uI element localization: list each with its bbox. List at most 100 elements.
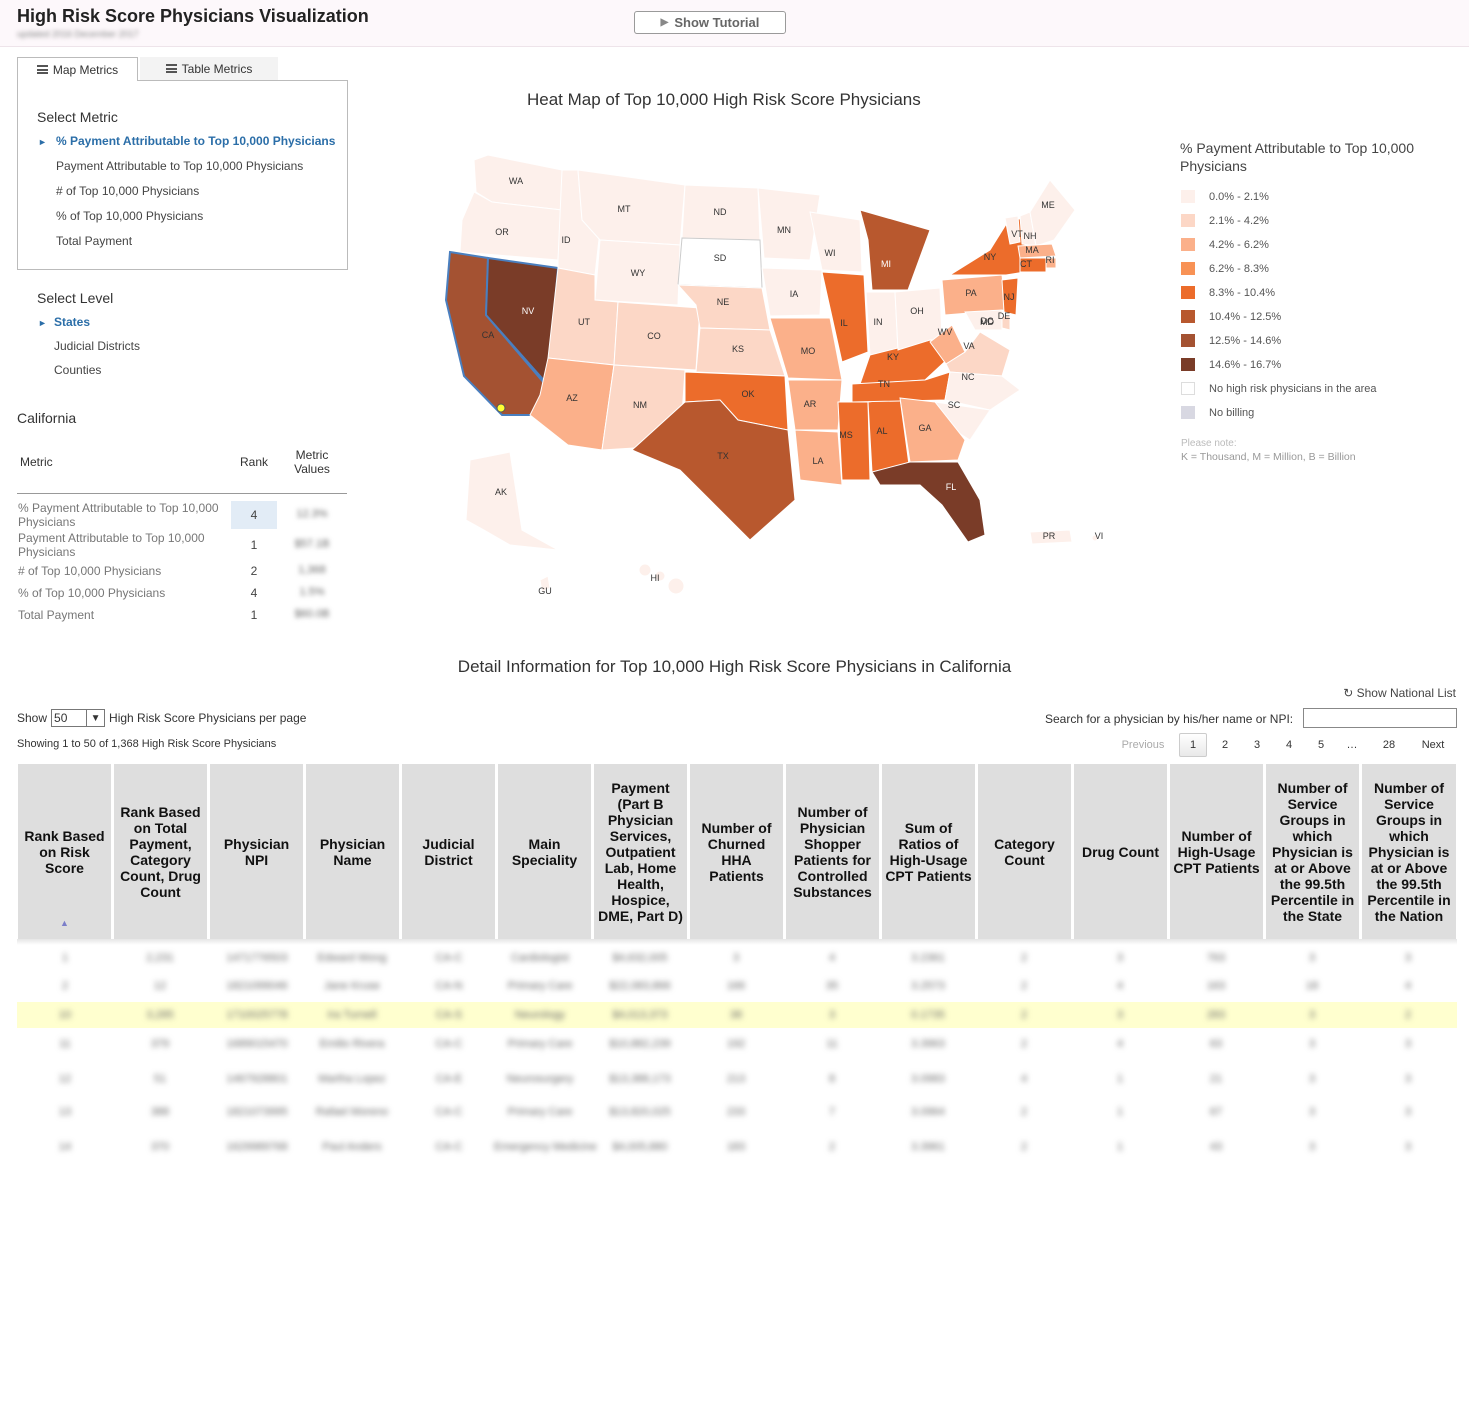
column-header-label: Rank Based on Total Payment, Category Co… — [120, 803, 201, 900]
column-header[interactable]: Payment (Part B Physician Services, Outp… — [594, 764, 687, 939]
metric-option[interactable]: % Payment Attributable to Top 10,000 Phy… — [56, 134, 336, 148]
table-cell: CA-C — [435, 1106, 463, 1118]
pagination-page-2[interactable]: 2 — [1221, 739, 1229, 751]
state-label-ms: MS — [839, 430, 853, 440]
table-cell: 35 — [825, 980, 839, 992]
show-tutorial-button[interactable]: ▶ Show Tutorial — [634, 11, 786, 34]
column-header-label: Judicial District — [422, 835, 475, 868]
column-header[interactable]: Number of Service Groups in which Physic… — [1266, 764, 1359, 939]
legend-item: 4.2% - 6.2% — [1181, 238, 1269, 251]
column-header-label: Number of Service Groups in which Physic… — [1270, 779, 1355, 924]
pagination-page-5[interactable]: 5 — [1317, 739, 1325, 751]
state-label-nd: ND — [714, 207, 727, 217]
table-cell: 3 — [1404, 1106, 1412, 1118]
table-cell: CA-C — [435, 952, 463, 964]
state-label-nv: NV — [522, 306, 535, 316]
level-option[interactable]: Counties — [54, 363, 102, 377]
column-header[interactable]: Physician NPI — [210, 764, 303, 939]
legend-label: 2.1% - 4.2% — [1209, 214, 1269, 227]
table-cell: 2,231 — [146, 952, 174, 964]
table-cell: 1821099046 — [226, 980, 288, 992]
column-header[interactable]: Judicial District — [402, 764, 495, 939]
column-header[interactable]: Number of Service Groups in which Physic… — [1362, 764, 1456, 939]
state-label-va: VA — [963, 341, 974, 351]
legend-swatch — [1181, 310, 1195, 323]
page-size-select[interactable]: 50 ▼ — [51, 709, 106, 727]
header-shadow — [17, 939, 1457, 945]
map-marker — [496, 403, 506, 413]
state-label-wi: WI — [825, 248, 836, 258]
metric-option[interactable]: # of Top 10,000 Physicians — [56, 184, 200, 198]
legend-label: No billing — [1209, 406, 1255, 419]
play-icon: ▶ — [660, 17, 669, 28]
table-cell: CA-N — [435, 980, 463, 992]
column-header[interactable]: Number of High-Usage CPT Patients — [1170, 764, 1263, 939]
pagination-previous[interactable]: Previous — [1121, 739, 1165, 751]
table-cell: 3 — [1308, 1009, 1316, 1021]
tab-table-metrics[interactable]: Table Metrics — [140, 57, 278, 81]
pagination-page-4[interactable]: 4 — [1285, 739, 1293, 751]
column-header[interactable]: Sum of Ratios of High-Usage CPT Patients — [882, 764, 975, 939]
state-label-ks: KS — [732, 344, 744, 354]
column-header[interactable]: Physician Name — [306, 764, 399, 939]
region-metric-value: $60.0B — [294, 608, 330, 620]
value-col-header: Metric Values — [294, 448, 330, 476]
showing-count: Showing 1 to 50 of 1,368 High Risk Score… — [17, 738, 277, 750]
state-label-ia: IA — [790, 289, 799, 299]
table-cell: 388 — [150, 1106, 170, 1118]
table-cell: 3.2573 — [911, 980, 945, 992]
select-level-heading: Select Level — [37, 290, 114, 306]
state-label-sc: SC — [948, 400, 961, 410]
sort-ascending-icon[interactable]: ▲ — [60, 918, 69, 928]
column-header[interactable]: Rank Based on Risk Score ▲ — [18, 764, 111, 939]
table-cell: CA-C — [435, 1038, 463, 1050]
column-header[interactable]: Number of Churned HHA Patients — [690, 764, 783, 939]
show-national-list-link[interactable]: ↻ Show National List — [1343, 686, 1456, 700]
table-cell: 3 — [1308, 1106, 1316, 1118]
state-label-oh: OH — [910, 306, 924, 316]
state-label-ok: OK — [741, 389, 754, 399]
state-label-me: ME — [1041, 200, 1055, 210]
level-option[interactable]: States — [54, 315, 91, 329]
state-label-tx: TX — [717, 451, 729, 461]
pagination-next[interactable]: Next — [1421, 739, 1445, 751]
table-cell: 3 — [1404, 1073, 1412, 1085]
state-WI — [809, 211, 863, 273]
physician-search-input[interactable] — [1303, 708, 1457, 728]
metric-option[interactable]: % of Top 10,000 Physicians — [56, 209, 204, 223]
level-option[interactable]: Judicial Districts — [54, 339, 141, 353]
menu-icon — [165, 64, 177, 73]
table-cell: 11 — [59, 1038, 71, 1050]
rank-col-header: Rank — [239, 455, 268, 469]
column-header[interactable]: Rank Based on Total Payment, Category Co… — [114, 764, 207, 939]
column-header-label: Number of Service Groups in which Physic… — [1367, 779, 1451, 924]
metric-option[interactable]: Payment Attributable to Top 10,000 Physi… — [56, 159, 304, 173]
state-label-vi: VI — [1095, 531, 1104, 541]
pagination-page-1[interactable]: 1 — [1179, 733, 1207, 757]
table-cell: 3 — [1308, 1073, 1316, 1085]
table-cell: 1 — [1116, 1141, 1124, 1153]
state-VT — [1004, 215, 1021, 245]
column-header[interactable]: Main Speciality — [498, 764, 591, 939]
column-header-label: Number of High-Usage CPT Patients — [1173, 827, 1260, 876]
column-header[interactable]: Number of Physician Shopper Patients for… — [786, 764, 879, 939]
table-cell: 1 — [61, 952, 69, 964]
table-cell: $22,083,866 — [609, 980, 671, 992]
table-cell: 3 — [1404, 1141, 1412, 1153]
state-label-in: IN — [874, 317, 883, 327]
us-heat-map[interactable]: WA OR CA NV ID MT WY UT AZ CO NM ND SD NE KS OK TX MN IA MO… — [390, 140, 1120, 610]
table-cell: Ira Turnell — [327, 1009, 377, 1021]
column-header[interactable]: Drug Count — [1074, 764, 1167, 939]
legend-item: No high risk physicians in the area — [1181, 382, 1377, 395]
column-header-label: Drug Count — [1082, 843, 1159, 860]
region-metric-label: # of Top 10,000 Physicians — [18, 564, 162, 578]
table-cell: 233 — [726, 1106, 746, 1118]
tab-map-metrics[interactable]: Map Metrics — [17, 57, 138, 81]
pagination-page-28[interactable]: 28 — [1382, 739, 1396, 751]
region-metric-rank: 1 — [250, 608, 258, 622]
table-cell: Edward Wong — [317, 952, 387, 964]
pagination-page-3[interactable]: 3 — [1253, 739, 1261, 751]
table-cell: 2 — [1020, 1009, 1028, 1021]
column-header[interactable]: Category Count — [978, 764, 1071, 939]
metric-option[interactable]: Total Payment — [56, 234, 133, 248]
